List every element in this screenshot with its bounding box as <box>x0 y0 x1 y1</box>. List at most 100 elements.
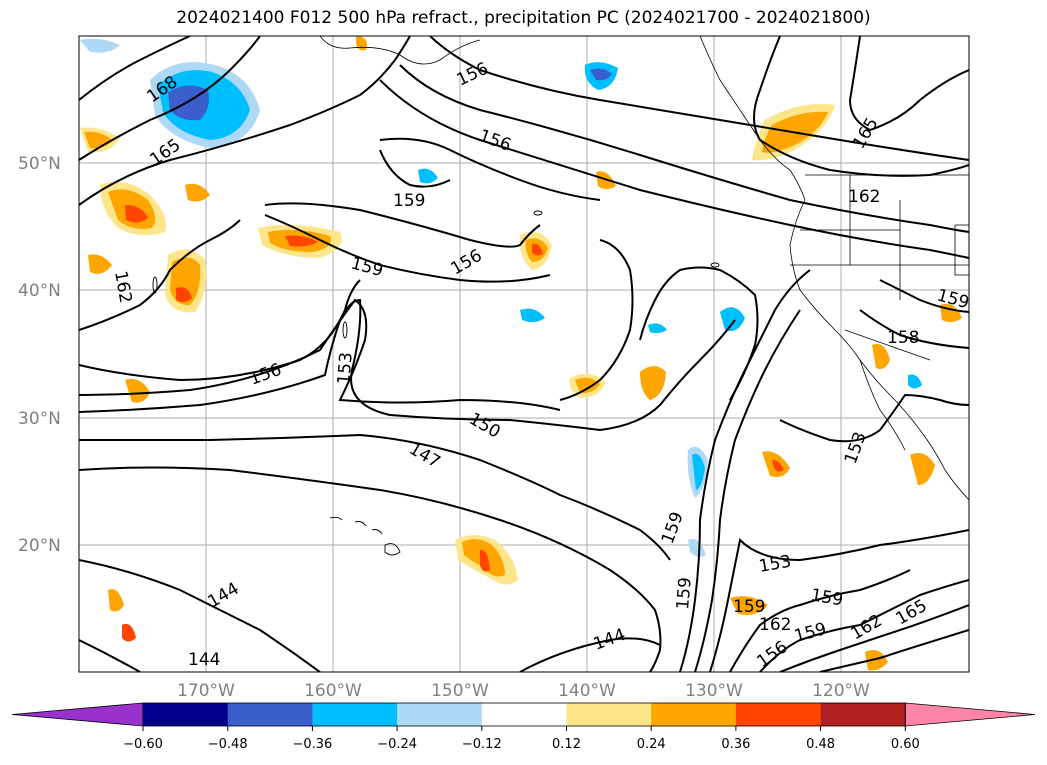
lat-label-50n: 50°N <box>18 154 61 174</box>
pos-area-9-mid <box>575 377 600 394</box>
contour-159-east <box>879 279 969 313</box>
contour-label: 159 <box>673 576 696 610</box>
contour-162-ne <box>753 36 969 177</box>
colorbar-extend-low <box>11 702 144 727</box>
contour-159-north <box>379 79 969 259</box>
neg-area-coast <box>908 374 922 389</box>
pos-area-11-core <box>480 549 490 572</box>
colorbar-tick-label: −0.60 <box>123 737 163 752</box>
pos-area-16 <box>108 589 124 612</box>
lon-label-170w: 170°W <box>177 681 235 701</box>
colorbar-segment <box>735 703 822 726</box>
latitude-labels: 50°N 40°N 30°N 20°N <box>18 154 61 556</box>
contour-165-se <box>819 629 969 672</box>
contour-label: 144 <box>188 650 220 670</box>
contour-165-nw <box>79 36 261 161</box>
contour-162-west <box>79 219 241 331</box>
colorbar-tick-label: −0.48 <box>208 737 248 752</box>
neg-area-south2 <box>688 539 706 557</box>
pos-area-3-core <box>176 287 192 303</box>
colorbar: −0.60 −0.48 −0.36 −0.24 −0.12 0.12 0.24 0.36 0.4… <box>11 702 1036 752</box>
contour-156-north <box>399 64 969 233</box>
pos-area-7-core <box>532 243 543 256</box>
graticule <box>79 36 969 672</box>
contour-150 <box>79 298 736 432</box>
border-us-mexico <box>844 329 931 361</box>
islands <box>152 210 720 556</box>
map-title: 2024021400 F012 500 hPa refract., precip… <box>176 8 871 28</box>
lat-label-40n: 40°N <box>18 281 61 301</box>
island-6 <box>533 210 543 216</box>
contour-label: 153 <box>334 351 357 385</box>
colorbar-segment <box>651 703 737 726</box>
contour-144-sw2 <box>79 639 141 672</box>
contour-144-mid <box>79 466 662 672</box>
pos-area-15 <box>910 452 935 485</box>
colorbar-extend-high <box>904 702 1036 727</box>
contour-162-se <box>779 604 969 672</box>
lon-label-120w: 120°W <box>812 681 870 701</box>
map-border <box>78 35 970 673</box>
neg-area-mid1 <box>418 168 438 184</box>
pos-area-13-core <box>772 460 784 472</box>
contour-159-loop <box>379 149 451 188</box>
contour-label: 159 <box>393 191 425 211</box>
contour-159-mid <box>264 202 541 248</box>
contour-label: 158 <box>887 328 919 348</box>
colorbar-tick-label: 0.12 <box>552 737 581 752</box>
contour-159-south-a <box>679 269 811 672</box>
colorbar-tick-label: 0.24 <box>637 737 666 752</box>
contour-153-south <box>709 529 969 672</box>
colorbar-tick-label: −0.12 <box>462 737 502 752</box>
colorbar-segment <box>227 703 313 726</box>
contour-label: 162 <box>759 615 791 635</box>
contour-147 <box>79 433 671 561</box>
island-4 <box>342 321 348 339</box>
contour-loop-east <box>639 266 759 401</box>
island-7 <box>710 262 720 268</box>
island-1 <box>329 516 343 521</box>
neg-area-mid2 <box>520 308 545 323</box>
contour-153-north <box>429 36 969 161</box>
colorbar-tick-label: 0.48 <box>806 737 835 752</box>
border-states-5 <box>954 224 969 276</box>
pos-area-18 <box>865 649 888 671</box>
contour-168 <box>79 36 191 101</box>
colorbar-segment <box>566 703 652 726</box>
colorbar-segment <box>397 703 483 726</box>
contour-144-south <box>519 637 661 672</box>
neg-area-gulf-core <box>590 68 612 81</box>
pos-area-10 <box>640 366 666 400</box>
colorbar-tick-label: −0.36 <box>292 737 332 752</box>
contour-165-ne <box>848 36 969 132</box>
refractivity-contours <box>79 36 969 672</box>
colorbar-segment <box>481 703 567 726</box>
pos-area-14 <box>872 344 890 369</box>
contour-159-center <box>379 137 601 201</box>
colorbar-segment <box>820 703 906 726</box>
neg-area-nw <box>80 38 120 53</box>
lon-label-160w: 160°W <box>304 681 362 701</box>
pos-area-22 <box>356 36 367 51</box>
coast-alaska-south <box>319 36 481 65</box>
lon-label-150w: 150°W <box>431 681 489 701</box>
contour-label: 162 <box>848 187 880 207</box>
contour-159-se <box>759 579 969 672</box>
island-3 <box>371 529 383 535</box>
negative-precip-areas <box>80 38 922 557</box>
contour-162-a <box>79 36 411 206</box>
contour-159-south-b <box>694 309 801 672</box>
colorbar-tick-label: 0.60 <box>891 737 920 752</box>
contour-label: 159 <box>733 597 765 617</box>
longitude-labels: 170°W 160°W 150°W 140°W 130°W 120°W <box>177 681 870 701</box>
contour-156-mid <box>264 214 551 283</box>
pos-area-6 <box>185 183 210 202</box>
pos-area-17 <box>122 623 136 642</box>
lon-label-130w: 130°W <box>685 681 743 701</box>
neg-area-south1-mid <box>692 453 705 490</box>
pos-area-19 <box>730 596 768 615</box>
pos-area-12 <box>125 378 150 403</box>
lat-label-30n: 30°N <box>18 409 61 429</box>
contour-153-loop <box>79 298 561 411</box>
island-2 <box>354 521 367 527</box>
